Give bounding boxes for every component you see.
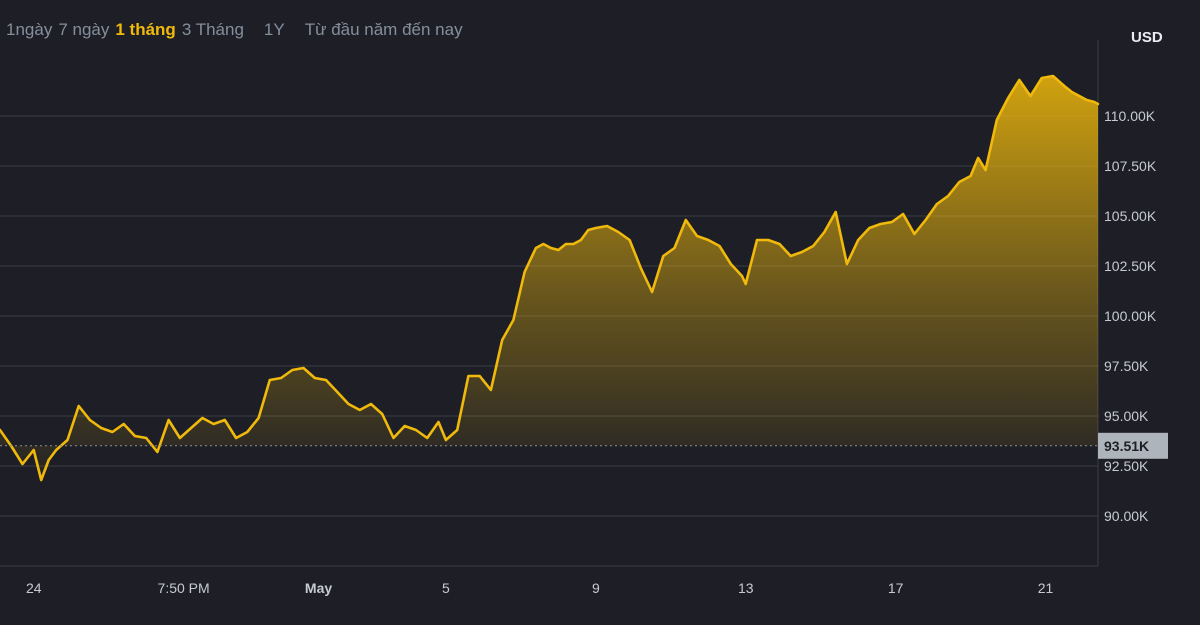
x-axis: 24 7:50 PM May 5 9 13 17 21 — [26, 580, 1054, 596]
tab-year-to-date[interactable]: Từ đầu năm đến nay — [304, 20, 463, 39]
price-area — [0, 74, 1100, 482]
current-price-marker: 93.51K — [0, 432, 1168, 459]
tab-1-day[interactable]: 1ngày — [6, 20, 53, 39]
y-tick-label: 107.50K — [1104, 158, 1157, 174]
y-tick-label: 90.00K — [1104, 508, 1149, 524]
y-tick-label: 92.50K — [1104, 458, 1149, 474]
y-tick-label: 97.50K — [1104, 358, 1149, 374]
x-tick-label: 21 — [1038, 580, 1054, 596]
y-tick-label: 105.00K — [1104, 208, 1157, 224]
tab-1-year[interactable]: 1Y — [263, 20, 285, 39]
x-tick-label: 7:50 PM — [158, 580, 210, 596]
x-tick-label: 5 — [442, 580, 450, 596]
price-line — [0, 74, 1100, 482]
tab-1-month[interactable]: 1 tháng — [115, 20, 176, 39]
current-price-badge — [1098, 432, 1168, 459]
tab-3-months[interactable]: 3 Tháng — [181, 20, 244, 39]
x-tick-label: 9 — [592, 580, 600, 596]
x-tick-label: 24 — [26, 580, 42, 596]
price-area-fill — [0, 76, 1098, 480]
y-tick-label: 100.00K — [1104, 308, 1157, 324]
current-price-label: 93.51K — [1104, 438, 1149, 454]
currency-label: USD — [1131, 29, 1163, 46]
y-axis: 90.00K 92.50K 95.00K 97.50K 100.00K 102.50K 10… — [1104, 108, 1157, 524]
time-range-tabs: 1ngày 7 ngày 1 tháng 3 Tháng 1Y Từ đầu n… — [6, 18, 469, 42]
y-tick-label: 110.00K — [1104, 108, 1156, 124]
y-tick-label: 102.50K — [1104, 258, 1157, 274]
x-tick-label: 17 — [888, 580, 904, 596]
x-tick-label: May — [305, 580, 332, 596]
tab-7-days[interactable]: 7 ngày — [58, 20, 110, 39]
x-tick-label: 13 — [738, 580, 754, 596]
y-tick-label: 95.00K — [1104, 408, 1149, 424]
